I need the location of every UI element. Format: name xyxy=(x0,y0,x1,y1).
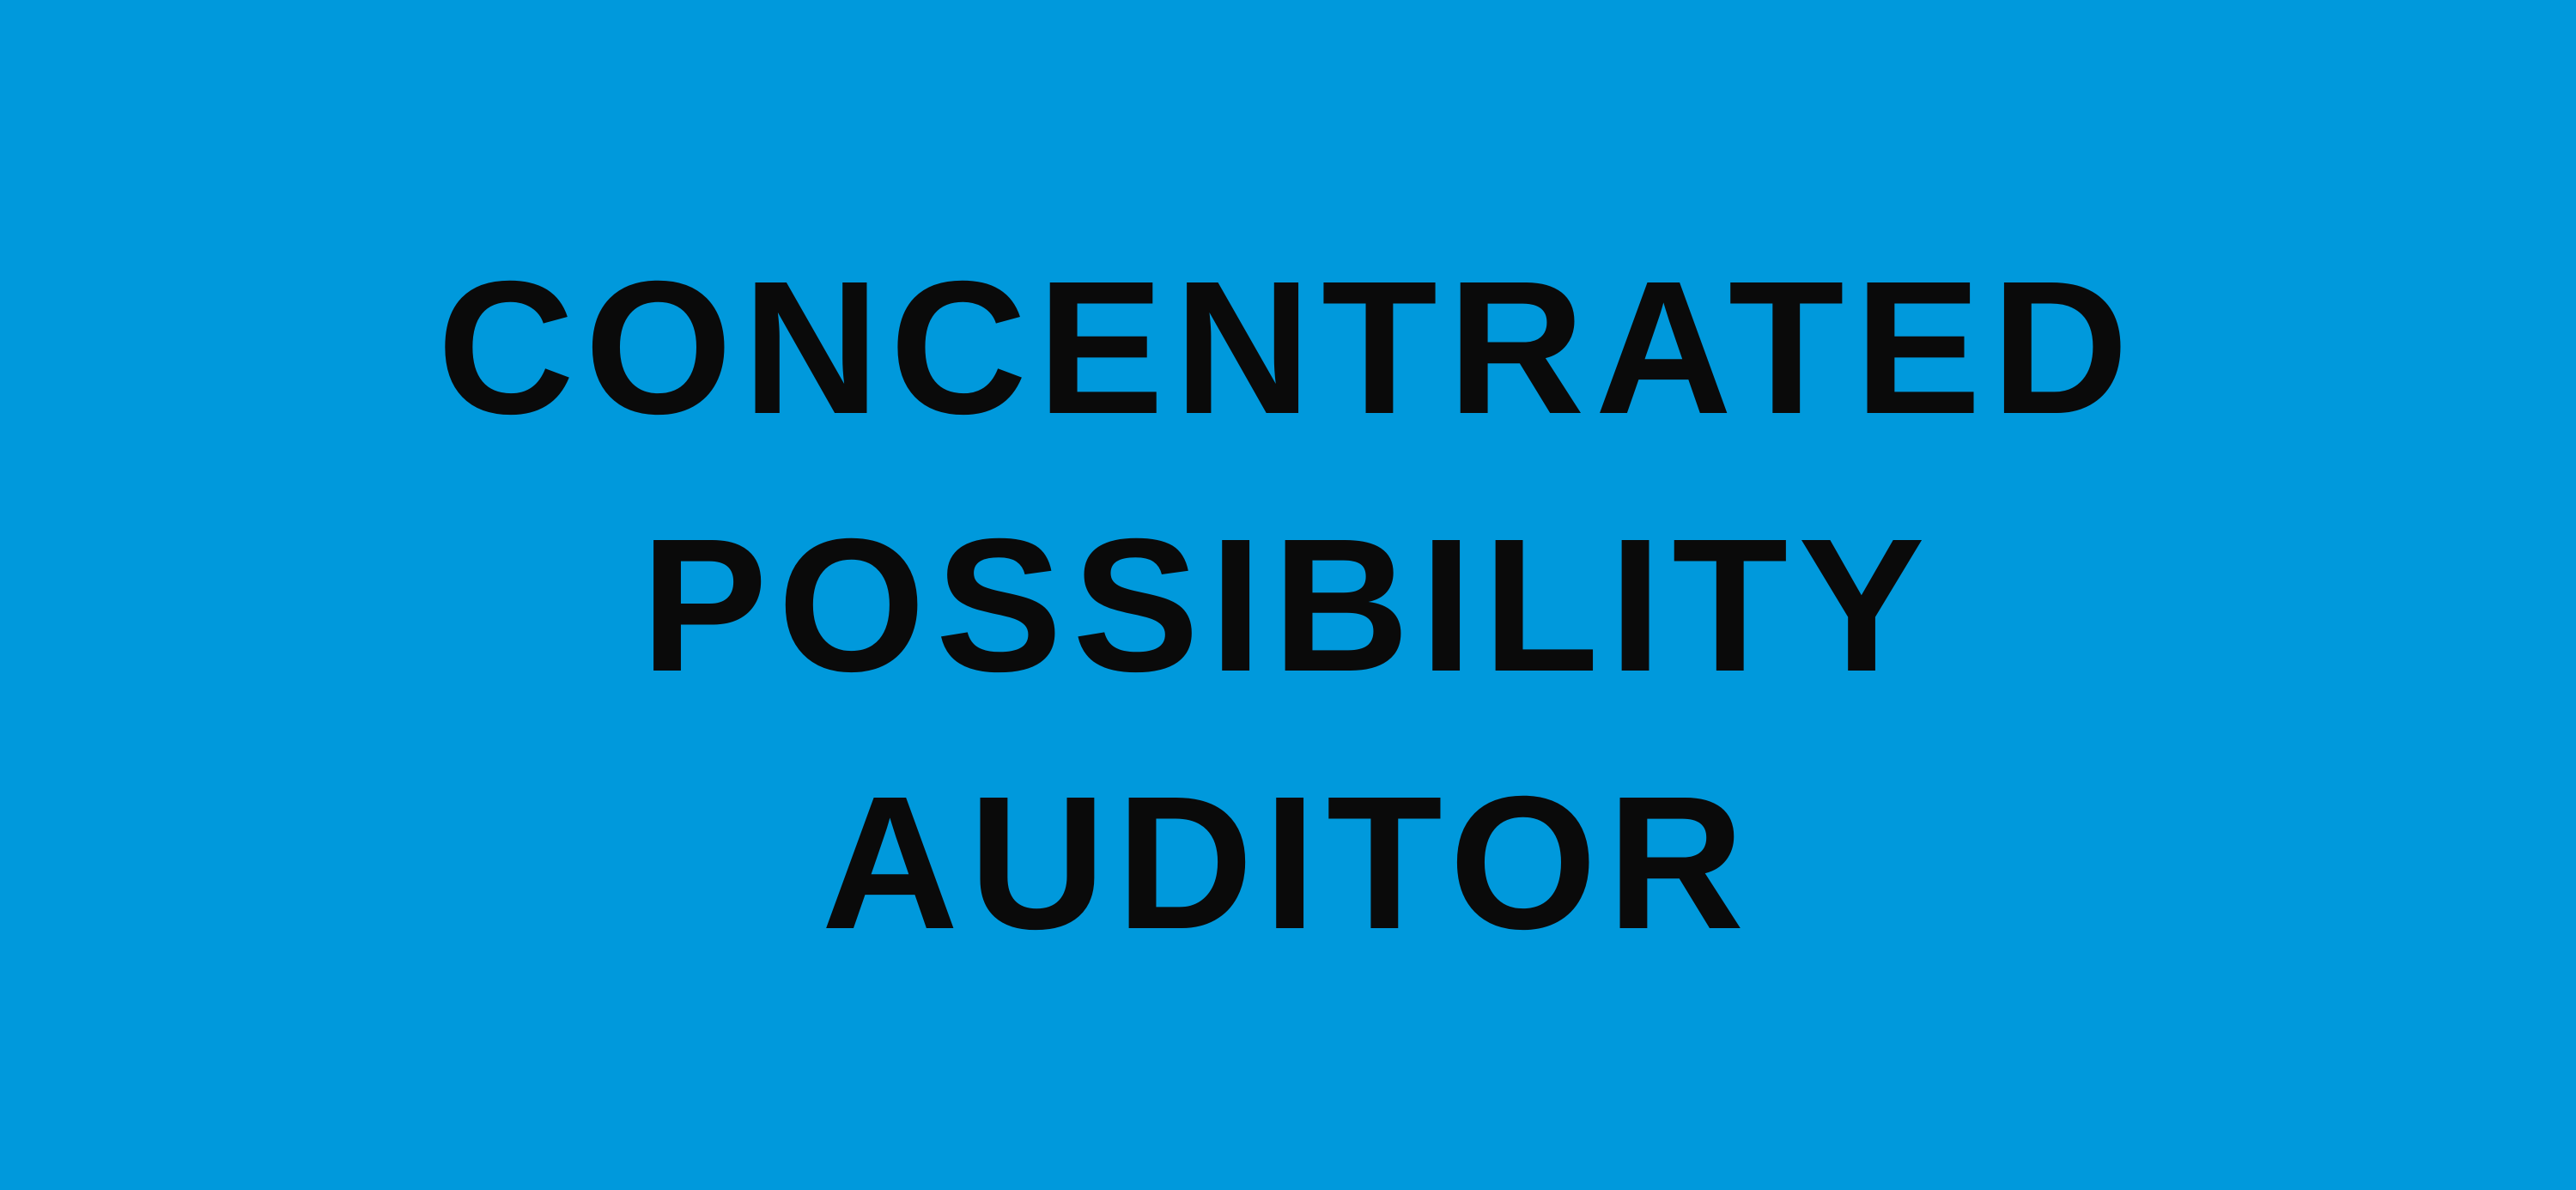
title-line-2: POSSIBILITY xyxy=(641,499,1935,711)
title-text: CONCENTRATED POSSIBILITY AUDITOR xyxy=(0,219,2576,992)
title-line-3: AUDITOR xyxy=(821,756,1755,968)
title-line-1: CONCENTRATED xyxy=(437,241,2139,453)
